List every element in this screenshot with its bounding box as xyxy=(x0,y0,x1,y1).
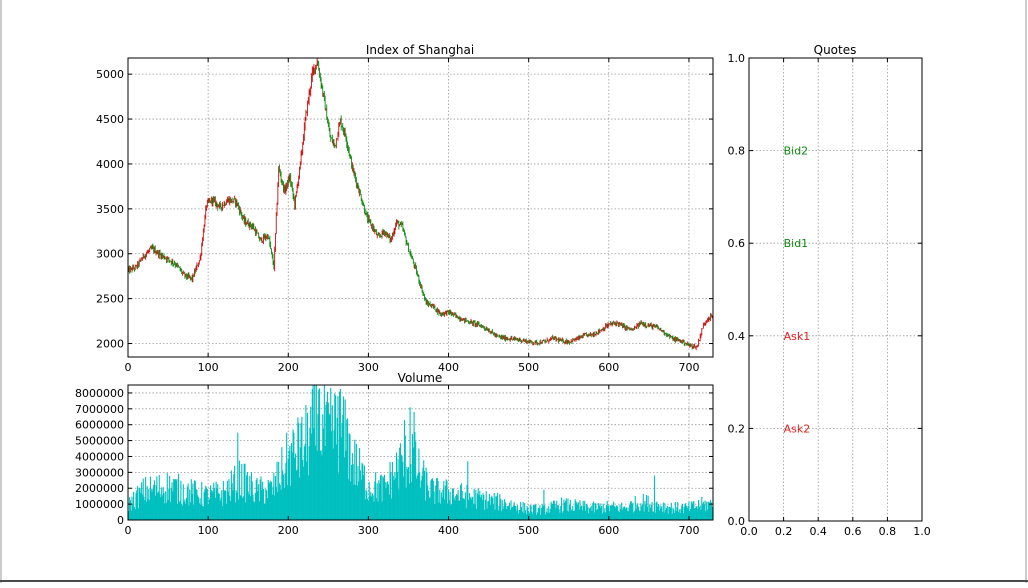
price-ytick-label: 2500 xyxy=(96,293,124,306)
price-xtick-label: 500 xyxy=(518,361,539,374)
volume-xtick-label: 100 xyxy=(198,524,219,537)
quotes-panel: Quotes Bid2 Bid1 Ask1 Ask2 0.0 0.2 0.4 0.6 0.8 1… xyxy=(728,43,931,538)
volume-xtick-label: 600 xyxy=(598,524,619,537)
quotes-xtick-label: 0.6 xyxy=(844,525,862,538)
price-ytick-label: 4500 xyxy=(96,113,124,126)
quotes-labels: Bid2 Bid1 Ask1 Ask2 xyxy=(784,145,811,436)
price-ytick-label: 3500 xyxy=(96,203,124,216)
price-grid xyxy=(127,58,713,357)
volume-ytick-label: 0 xyxy=(117,514,124,527)
quotes-ytick-label: 0.2 xyxy=(728,422,746,435)
price-axes-frame xyxy=(127,57,714,358)
price-candles xyxy=(128,58,713,351)
quotes-ytick-label: 0.0 xyxy=(728,515,746,528)
volume-title: Volume xyxy=(398,371,443,385)
quotes-xtick-label: 0.4 xyxy=(809,525,827,538)
volume-xtick-label: 200 xyxy=(278,524,299,537)
volume-xtick-label: 500 xyxy=(518,524,539,537)
quote-label-ask2: Ask2 xyxy=(784,422,811,435)
price-title: Index of Shanghai xyxy=(366,43,474,57)
volume-ytick-label: 8000000 xyxy=(75,387,124,400)
price-ytick-label: 2000 xyxy=(96,338,124,351)
volume-ticks: 0 100 200 300 400 500 600 700010000002000000300… xyxy=(75,385,713,537)
price-ticks: 0 100 200 300 400 500 600 700 2000 2500 3000 3500 40… xyxy=(96,58,713,374)
quotes-xtick-label: 1.0 xyxy=(913,525,931,538)
price-xtick-label: 100 xyxy=(198,361,219,374)
price-xtick-label: 300 xyxy=(358,361,379,374)
quotes-xtick-label: 0.0 xyxy=(740,525,758,538)
volume-ytick-label: 6000000 xyxy=(75,419,124,432)
quotes-xtick-label: 0.8 xyxy=(879,525,897,538)
volume-ytick-label: 3000000 xyxy=(75,466,124,479)
quotes-xtick-label: 0.2 xyxy=(775,525,793,538)
volume-xtick-label: 300 xyxy=(358,524,379,537)
volume-xtick-label: 400 xyxy=(438,524,459,537)
quote-label-bid1: Bid1 xyxy=(784,237,809,250)
volume-ytick-label: 7000000 xyxy=(75,403,124,416)
quotes-ticks: 0.0 0.2 0.4 0.6 0.8 1.0 0.0 0.2 0.4 0.6 0.8 1.0 xyxy=(728,52,931,538)
volume-ytick-label: 1000000 xyxy=(75,498,124,511)
price-panel: Index of Shanghai 0 100 200 300 400 500 600 700… xyxy=(96,43,714,374)
quotes-ytick-label: 0.8 xyxy=(728,145,746,158)
volume-panel: Volume 0 100 200 300 400 500 600 70001000000200… xyxy=(75,371,714,537)
price-ytick-label: 4000 xyxy=(96,158,124,171)
volume-axes-frame xyxy=(127,384,714,521)
volume-ytick-label: 5000000 xyxy=(75,435,124,448)
volume-bars xyxy=(128,385,713,520)
price-ytick-label: 5000 xyxy=(96,68,124,81)
quotes-title: Quotes xyxy=(814,43,857,57)
price-ytick-label: 3000 xyxy=(96,248,124,261)
price-xtick-label: 700 xyxy=(678,361,699,374)
price-xtick-label: 200 xyxy=(278,361,299,374)
price-xtick-label: 600 xyxy=(598,361,619,374)
quote-label-ask1: Ask1 xyxy=(784,330,811,343)
quotes-axes-frame xyxy=(748,57,923,522)
quotes-ytick-label: 1.0 xyxy=(728,52,746,65)
quote-label-bid2: Bid2 xyxy=(784,145,809,158)
volume-xtick-label: 0 xyxy=(125,524,132,537)
price-xtick-label: 0 xyxy=(125,361,132,374)
volume-xtick-label: 700 xyxy=(678,524,699,537)
quotes-ytick-label: 0.4 xyxy=(728,330,746,343)
volume-ytick-label: 2000000 xyxy=(75,482,124,495)
quotes-grid xyxy=(748,57,923,522)
volume-ytick-label: 4000000 xyxy=(75,450,124,463)
quotes-ytick-label: 0.6 xyxy=(728,237,746,250)
price-xtick-label: 400 xyxy=(438,361,459,374)
